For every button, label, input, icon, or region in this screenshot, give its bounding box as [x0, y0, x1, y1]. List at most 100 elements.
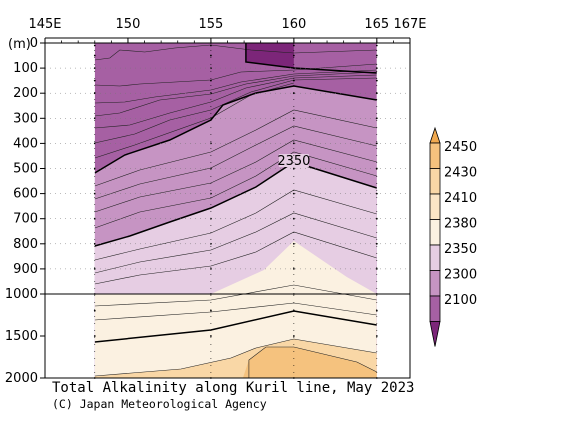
contour-line-15: [94, 302, 377, 321]
x-tick-label: 160: [281, 17, 306, 32]
contour-label-bg: [278, 154, 309, 167]
sample-dot: [292, 67, 295, 69]
sample-dot: [375, 92, 378, 95]
y-tick-label: 1500: [5, 329, 38, 344]
y-tick-label: 300: [13, 111, 38, 126]
y-tick-label: 1000: [5, 287, 38, 302]
colorbar-label: 2380: [444, 217, 477, 232]
contour-bold-0: [245, 43, 377, 74]
axes: 145E 150 155 160 165 167E 0 100 200 300 400 500 600 7…: [5, 17, 427, 386]
contour-line-7: [94, 109, 377, 187]
colorbar-swatch: [429, 270, 441, 297]
y-tick-label: 800: [13, 237, 38, 252]
sample-dot: [210, 309, 212, 312]
y-tick-label: 2000: [5, 371, 38, 386]
colorbar-swatch: [429, 244, 441, 271]
sample-dot: [292, 335, 295, 337]
contour-line-13: [94, 231, 377, 285]
y-tick-label: 200: [13, 86, 38, 101]
colorbar-tip-top: [429, 126, 441, 144]
sample-dot: [93, 54, 96, 57]
contour-line-12: [94, 212, 377, 274]
colorbar-tip-bottom: [429, 321, 441, 347]
sample-dot: [210, 79, 212, 82]
band-lt-2100: [245, 43, 294, 68]
sample-dot: [375, 44, 378, 47]
sample-dot: [93, 117, 96, 120]
sample-dot: [93, 92, 96, 95]
sample-dot: [375, 268, 378, 270]
sample-dot: [375, 242, 378, 245]
sample-dot: [292, 167, 295, 170]
contour-line-14: [94, 284, 377, 307]
colorbar-swatch: [429, 219, 441, 246]
sample-dot: [93, 268, 96, 270]
colorbar-label: 2430: [444, 166, 477, 181]
sample-dot: [292, 142, 295, 145]
x-tick-label: 145E: [28, 17, 61, 32]
colorbar-label: 2100: [444, 293, 477, 308]
sample-dot: [375, 142, 378, 145]
colorbar-label: 2350: [444, 242, 477, 257]
y-tick-label: 400: [13, 136, 38, 151]
chart-title: Total Alkalinity along Kuril line, May 2…: [52, 380, 414, 396]
sample-dot: [93, 142, 96, 145]
sample-dot: [375, 54, 378, 57]
sample-dot: [210, 54, 212, 57]
sample-dot: [93, 309, 96, 312]
sample-dot: [93, 44, 96, 47]
chart-credit: (C) Japan Meteorological Agency: [52, 397, 267, 411]
contour-line-11: [94, 189, 377, 261]
colorbar-swatch: [429, 168, 441, 195]
sample-dot: [93, 167, 96, 170]
sample-dot: [375, 67, 378, 69]
y-tick-label: 700: [13, 212, 38, 227]
sample-dot: [375, 79, 378, 82]
sample-dot: [210, 335, 212, 337]
y-tick-label: 0: [30, 36, 38, 51]
band-2430-2450: [242, 347, 377, 378]
sample-dot: [375, 117, 378, 120]
colorbar: 2450 2430 2410 2380 2350 2300 2100: [429, 126, 477, 347]
colorbar-swatch: [429, 142, 441, 169]
x-tick-label: 155: [198, 17, 223, 32]
colorbar-swatch: [429, 193, 441, 220]
contour-bold-1: [94, 85, 377, 174]
colorbar-swatch: [429, 295, 441, 322]
y-tick-label: 900: [13, 262, 38, 277]
colorbar-label: 2410: [444, 191, 477, 206]
contour-line-17: [248, 346, 377, 378]
sample-dot: [93, 192, 96, 195]
colorbar-label: 2450: [444, 140, 477, 155]
sample-dot: [292, 92, 295, 95]
contour-line-2: [94, 69, 377, 104]
sample-dot: [375, 192, 378, 195]
sample-dot: [292, 192, 295, 195]
sample-dot: [375, 309, 378, 312]
contour-line-0: [94, 44, 377, 61]
sample-dot: [292, 44, 295, 47]
sample-dot: [210, 44, 212, 47]
contour-line-8: [94, 125, 377, 200]
sample-dot: [93, 67, 96, 69]
colorbar-swatches: [429, 126, 441, 347]
x-tick-label: 167E: [393, 17, 426, 32]
sample-dot: [93, 335, 96, 337]
contour-line-16: [94, 338, 377, 377]
sample-dot: [292, 309, 295, 312]
contour-line-9: [94, 139, 377, 213]
sample-dot: [93, 242, 96, 245]
y-unit-label: (m): [8, 37, 31, 52]
sample-dot: [292, 242, 295, 245]
contour-bold-3: [94, 310, 377, 343]
y-tick-label: 100: [13, 61, 38, 76]
contour-label: 2350: [277, 154, 310, 169]
y-tick-label: 600: [13, 187, 38, 202]
sample-dot: [292, 79, 295, 82]
x-tick-label: 150: [116, 17, 141, 32]
colorbar-label: 2300: [444, 268, 477, 283]
sample-dot: [292, 268, 295, 270]
sample-dot: [93, 79, 96, 82]
sample-dot: [292, 54, 295, 57]
